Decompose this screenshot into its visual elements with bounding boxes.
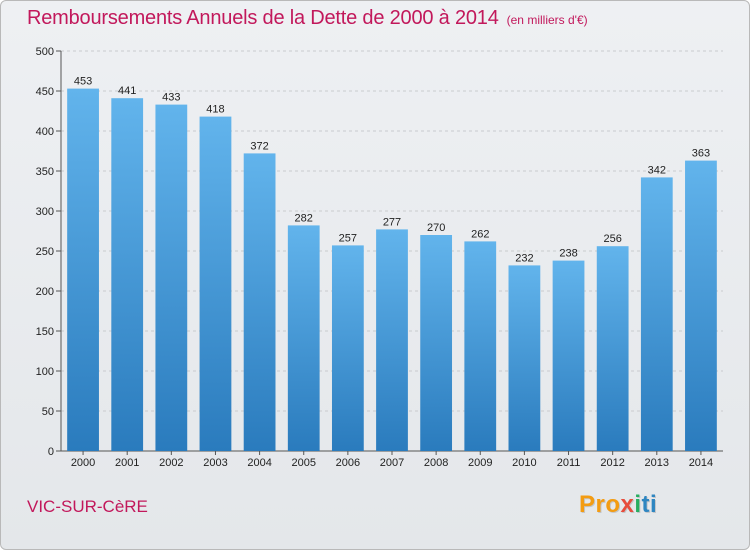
y-tick-label: 300 (36, 206, 54, 218)
x-tick-label: 2010 (512, 457, 536, 469)
bar-2013 (640, 177, 673, 451)
data-label: 270 (427, 222, 445, 234)
data-label: 238 (559, 248, 577, 260)
bar-2003 (199, 116, 232, 451)
bar-2009 (464, 241, 497, 451)
data-label: 256 (603, 233, 621, 245)
y-tick-label: 0 (48, 446, 54, 458)
data-label: 453 (74, 76, 92, 88)
x-tick-label: 2012 (600, 457, 624, 469)
commune-name: VIC-SUR-CèRE (27, 497, 148, 516)
x-tick-label: 2002 (159, 457, 183, 469)
logo-part-1: Pro (579, 491, 621, 518)
x-tick-label: 2001 (115, 457, 139, 469)
bars (67, 88, 717, 451)
chart-title: Remboursements Annuels de la Dette de 20… (27, 7, 588, 30)
data-label: 433 (162, 92, 180, 104)
y-tick-label: 350 (36, 166, 54, 178)
logo-part-2: x (620, 491, 635, 518)
data-label: 257 (339, 232, 357, 244)
bar-2014 (685, 160, 717, 451)
logo-part-3: i (634, 491, 642, 518)
y-tick-label: 250 (36, 246, 54, 258)
proxiti-logo: Proxiti (579, 491, 657, 519)
bar-2005 (287, 225, 320, 451)
data-label: 277 (383, 216, 401, 228)
logo-part-4: ti (641, 491, 658, 518)
y-tick-label: 400 (36, 126, 54, 138)
chart-title-main: Remboursements Annuels de la Dette de 20… (27, 7, 499, 29)
x-tick-label: 2011 (557, 457, 581, 469)
data-label: 372 (250, 140, 268, 152)
data-label: 262 (471, 228, 489, 240)
y-tick-label: 150 (36, 326, 54, 338)
x-tick-label: 2009 (468, 457, 492, 469)
x-tick-label: 2003 (203, 457, 227, 469)
data-labels: 453 441 433 418 372 282 257 277 270 262 232 238 256 3… (74, 76, 710, 265)
y-tick-label: 100 (36, 366, 54, 378)
x-tick-label: 2014 (689, 457, 713, 469)
data-label: 342 (648, 164, 666, 176)
bar-2012 (596, 246, 629, 451)
x-tick-label: 2013 (645, 457, 669, 469)
x-tick-label: 2008 (424, 457, 448, 469)
bar-2001 (111, 98, 144, 451)
x-tick-label: 2006 (336, 457, 360, 469)
data-label: 441 (118, 85, 136, 97)
y-tick-label: 200 (36, 286, 54, 298)
data-label: 418 (206, 104, 224, 116)
y-tick-label: 50 (42, 406, 54, 418)
bar-2002 (155, 104, 188, 451)
chart-title-unit: (en milliers d'€) (506, 13, 588, 27)
bar-2006 (331, 245, 364, 451)
data-label: 232 (515, 252, 533, 264)
x-tick-label: 2000 (71, 457, 95, 469)
bar-2010 (508, 265, 541, 451)
data-label: 282 (295, 212, 313, 224)
y-tick-label: 500 (36, 46, 54, 58)
bar-2007 (376, 229, 408, 451)
bar-2004 (243, 153, 276, 451)
data-label: 363 (692, 148, 710, 160)
bar-2011 (552, 260, 585, 451)
axes: 0 50 100 150 200 250 300 350 400 450 500 2000 2001 20… (36, 46, 723, 469)
x-tick-label: 2004 (247, 457, 271, 469)
x-tick-label: 2007 (380, 457, 404, 469)
bar-2008 (420, 235, 453, 451)
bar-2000 (67, 88, 99, 451)
y-tick-label: 450 (36, 86, 54, 98)
x-tick-label: 2005 (291, 457, 315, 469)
